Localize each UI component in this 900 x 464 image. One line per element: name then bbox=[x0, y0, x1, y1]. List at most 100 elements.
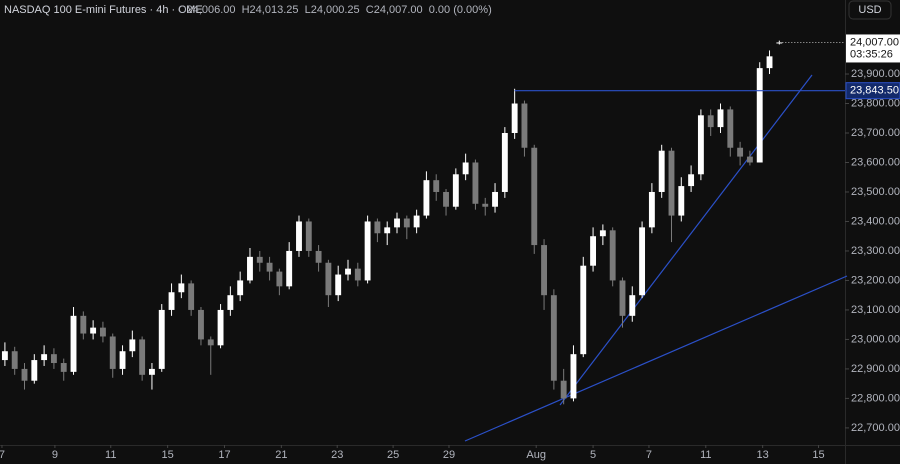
candle-body bbox=[237, 280, 244, 296]
price-line-tag bbox=[845, 82, 900, 100]
candle-body bbox=[256, 256, 263, 263]
candle-body bbox=[511, 103, 518, 133]
candle-body bbox=[335, 274, 342, 296]
candle-body bbox=[423, 180, 430, 216]
candle-body bbox=[697, 115, 704, 175]
candle-body bbox=[570, 354, 577, 399]
candle-body bbox=[31, 360, 38, 381]
x-tick-label: 21 bbox=[275, 449, 287, 461]
candle-body bbox=[472, 162, 479, 204]
candle-body bbox=[746, 156, 753, 163]
candle-body bbox=[119, 351, 126, 369]
price-line-label: 23,843.50 bbox=[850, 85, 899, 97]
y-tick-label: 23,600.00 bbox=[851, 156, 900, 168]
candle-body bbox=[531, 147, 538, 246]
candle-body bbox=[541, 245, 547, 296]
candle-body bbox=[227, 295, 234, 310]
candle-body bbox=[707, 115, 714, 128]
candle-body bbox=[560, 380, 567, 399]
candle-body bbox=[50, 354, 57, 364]
candle-body bbox=[296, 221, 302, 251]
candle-body bbox=[168, 292, 175, 310]
candle-body bbox=[501, 132, 508, 192]
candle-body bbox=[286, 250, 293, 287]
candle-body bbox=[109, 336, 116, 369]
x-tick-label: 23 bbox=[331, 449, 343, 461]
candle-body bbox=[619, 280, 626, 316]
x-tick-label: 15 bbox=[162, 449, 174, 461]
candle-body bbox=[217, 309, 224, 346]
candle-body bbox=[668, 150, 675, 216]
y-tick-label: 23,800.00 bbox=[851, 97, 900, 109]
x-tick-label: 9 bbox=[52, 449, 58, 461]
candle-body bbox=[629, 295, 636, 316]
candle-body bbox=[1, 351, 8, 361]
candle-body bbox=[99, 327, 106, 337]
last-price-tag bbox=[846, 34, 900, 63]
candle-body bbox=[413, 215, 420, 228]
x-tick-label: 5 bbox=[590, 449, 596, 461]
candle-body bbox=[599, 230, 606, 237]
trendline bbox=[559, 74, 813, 406]
candle-body bbox=[639, 227, 646, 296]
currency-label[interactable]: USD bbox=[858, 4, 881, 16]
candle-body bbox=[609, 230, 616, 281]
x-tick-label: 15 bbox=[812, 449, 824, 461]
candle-body bbox=[374, 221, 381, 234]
chart-title: NASDAQ 100 E-mini Futures · 4h · CME bbox=[4, 4, 203, 16]
candle-body bbox=[688, 174, 695, 187]
x-tick-label: 13 bbox=[757, 449, 769, 461]
y-tick-label: 23,100.00 bbox=[851, 304, 900, 316]
candle-body bbox=[521, 103, 528, 148]
x-tick-label: 7 bbox=[646, 449, 652, 461]
candle-body bbox=[354, 268, 361, 281]
candle-body bbox=[325, 262, 332, 296]
candle-body bbox=[90, 327, 97, 334]
candle-body bbox=[364, 221, 371, 281]
candle-body bbox=[129, 339, 136, 352]
last-price-label: 24,007.00 bbox=[850, 36, 899, 48]
currency-button[interactable] bbox=[848, 0, 892, 20]
candle-body bbox=[158, 309, 165, 369]
candle-body bbox=[766, 56, 773, 69]
x-tick-label: 11 bbox=[105, 449, 116, 461]
candle-body bbox=[658, 150, 665, 192]
candle-body bbox=[403, 218, 410, 228]
x-tick-label: 25 bbox=[387, 449, 399, 461]
y-tick-label: 22,900.00 bbox=[851, 363, 900, 375]
candle-body bbox=[11, 351, 18, 369]
candle-body bbox=[384, 227, 391, 234]
candle-body bbox=[482, 203, 489, 207]
trendline bbox=[464, 275, 848, 442]
countdown-label: 03:35:26 bbox=[850, 48, 893, 60]
candle-body bbox=[717, 109, 724, 128]
candle-body bbox=[21, 368, 28, 381]
candle-body bbox=[492, 191, 498, 207]
candle-body bbox=[648, 191, 655, 228]
candle-body bbox=[80, 315, 87, 334]
candle-body bbox=[188, 283, 195, 310]
y-tick-label: 23,300.00 bbox=[851, 245, 900, 257]
y-tick-label: 23,700.00 bbox=[851, 127, 900, 139]
candle-body bbox=[443, 191, 449, 207]
candle-body bbox=[60, 363, 67, 372]
y-tick-label: 23,200.00 bbox=[851, 274, 900, 286]
candle-body bbox=[394, 218, 400, 228]
x-tick-label: 11 bbox=[700, 449, 711, 461]
candle-body bbox=[737, 147, 744, 157]
y-tick-label: 23,000.00 bbox=[851, 333, 900, 345]
candle-body bbox=[756, 68, 763, 163]
plot bbox=[1, 40, 783, 405]
x-tick-label: 29 bbox=[443, 449, 455, 461]
candle-body bbox=[550, 295, 557, 381]
ohlc-legend: O24,006.00 H24,013.25 L24,000.25 C24,007… bbox=[178, 4, 492, 16]
y-tick-label: 23,500.00 bbox=[851, 186, 900, 198]
y-tick-label: 23,400.00 bbox=[851, 215, 900, 227]
y-tick-label: 22,800.00 bbox=[851, 392, 900, 404]
candle-body bbox=[452, 174, 459, 207]
candle-body bbox=[207, 339, 214, 346]
candle-body bbox=[315, 250, 322, 263]
candle-body bbox=[276, 271, 283, 287]
candle-body bbox=[678, 186, 685, 216]
